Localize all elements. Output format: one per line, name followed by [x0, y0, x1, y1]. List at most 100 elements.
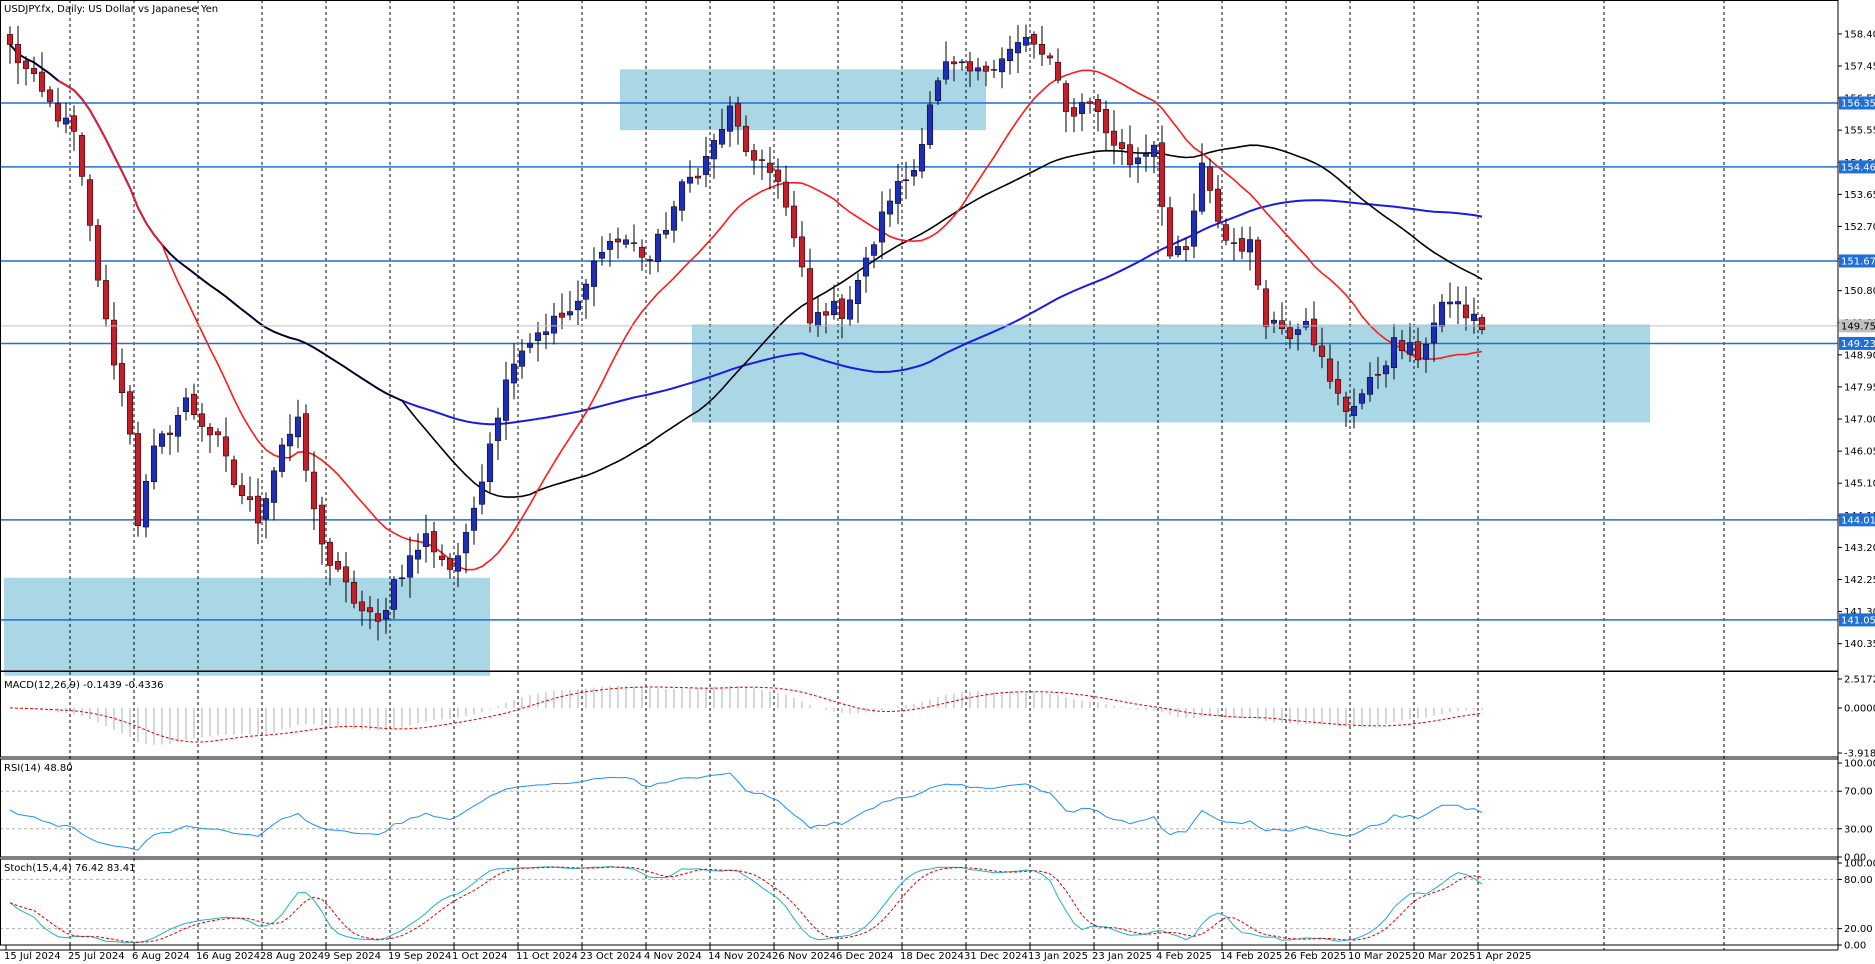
candle-113[interactable]: [910, 159, 918, 186]
candle-6[interactable]: [54, 87, 62, 128]
candle-154[interactable]: [1238, 226, 1246, 260]
candle-87[interactable]: [702, 136, 710, 188]
candle-141[interactable]: [1134, 147, 1142, 183]
candle-176[interactable]: [1414, 327, 1422, 369]
candle-92[interactable]: [742, 115, 750, 157]
candle-36[interactable]: [294, 399, 302, 449]
candle-44[interactable]: [358, 590, 366, 626]
candle-110[interactable]: [886, 188, 894, 227]
candle-35[interactable]: [286, 414, 294, 462]
candle-164[interactable]: [1318, 327, 1326, 369]
candle-62[interactable]: [502, 361, 510, 440]
candle-132[interactable]: [1062, 80, 1070, 133]
candle-79[interactable]: [638, 239, 646, 271]
candle-32[interactable]: [262, 492, 270, 539]
candle-138[interactable]: [1110, 110, 1118, 165]
candle-13[interactable]: [110, 302, 118, 380]
candle-7[interactable]: [62, 102, 70, 134]
candle-34[interactable]: [278, 438, 286, 478]
candle-156[interactable]: [1254, 236, 1262, 290]
candle-78[interactable]: [630, 224, 638, 252]
candle-100[interactable]: [806, 248, 814, 333]
candle-8[interactable]: [70, 105, 78, 151]
candle-123[interactable]: [990, 59, 998, 78]
candle-93[interactable]: [750, 143, 758, 175]
candle-175[interactable]: [1406, 323, 1414, 363]
candle-77[interactable]: [622, 234, 630, 249]
candle-106[interactable]: [854, 272, 862, 323]
candle-151[interactable]: [1214, 175, 1222, 229]
candle-153[interactable]: [1230, 228, 1238, 261]
candle-29[interactable]: [238, 473, 246, 505]
candle-134[interactable]: [1078, 93, 1086, 132]
candle-55[interactable]: [446, 553, 454, 579]
candle-25[interactable]: [206, 423, 214, 454]
candle-30[interactable]: [246, 476, 254, 512]
candle-70[interactable]: [566, 290, 574, 321]
candle-109[interactable]: [878, 191, 886, 260]
candle-33[interactable]: [270, 466, 278, 521]
stoch-pane[interactable]: 100.00 80.00 20.00 0.00 Stoch(15,4,4) 76.42…: [0, 859, 1875, 952]
candle-181[interactable]: [1454, 286, 1462, 325]
candle-5[interactable]: [46, 86, 54, 108]
candle-177[interactable]: [1422, 337, 1430, 374]
candle-166[interactable]: [1334, 361, 1342, 406]
candle-54[interactable]: [438, 544, 446, 567]
candle-155[interactable]: [1246, 226, 1254, 271]
candle-157[interactable]: [1262, 280, 1270, 340]
candle-23[interactable]: [190, 383, 198, 420]
candle-53[interactable]: [430, 522, 438, 569]
candle-88[interactable]: [710, 133, 718, 179]
candle-42[interactable]: [342, 552, 350, 603]
candle-172[interactable]: [1382, 360, 1390, 388]
candle-184[interactable]: [1478, 314, 1486, 335]
candle-84[interactable]: [678, 178, 686, 222]
candle-104[interactable]: [838, 294, 846, 339]
candle-0[interactable]: [6, 26, 14, 64]
candle-85[interactable]: [686, 160, 694, 193]
candle-19[interactable]: [158, 430, 166, 454]
candle-75[interactable]: [606, 233, 614, 267]
candle-76[interactable]: [614, 227, 622, 259]
candle-31[interactable]: [254, 478, 262, 545]
candle-178[interactable]: [1430, 304, 1438, 363]
candle-171[interactable]: [1374, 356, 1382, 389]
candle-66[interactable]: [534, 322, 542, 362]
candle-1[interactable]: [14, 25, 22, 85]
candle-73[interactable]: [590, 247, 598, 307]
candle-80[interactable]: [646, 255, 654, 275]
candle-120[interactable]: [966, 51, 974, 88]
candle-108[interactable]: [870, 241, 878, 269]
candle-83[interactable]: [670, 200, 678, 243]
candle-118[interactable]: [950, 56, 958, 82]
candle-40[interactable]: [326, 537, 334, 586]
candle-174[interactable]: [1398, 330, 1406, 360]
candle-152[interactable]: [1222, 218, 1230, 246]
candle-94[interactable]: [758, 149, 766, 180]
candle-16[interactable]: [134, 421, 142, 537]
candle-96[interactable]: [774, 158, 782, 199]
candle-12[interactable]: [102, 264, 110, 327]
candle-20[interactable]: [166, 425, 174, 455]
candle-47[interactable]: [382, 597, 390, 634]
candle-26[interactable]: [214, 428, 222, 447]
candle-61[interactable]: [494, 407, 502, 460]
candle-103[interactable]: [830, 284, 838, 320]
candle-112[interactable]: [902, 161, 910, 200]
candle-48[interactable]: [390, 576, 398, 619]
candle-183[interactable]: [1470, 297, 1478, 334]
candle-89[interactable]: [718, 108, 726, 148]
candle-119[interactable]: [958, 59, 966, 71]
candle-139[interactable]: [1118, 128, 1126, 165]
candle-11[interactable]: [94, 219, 102, 288]
candle-97[interactable]: [782, 165, 790, 216]
candle-9[interactable]: [78, 132, 86, 186]
candle-168[interactable]: [1350, 388, 1358, 429]
candle-17[interactable]: [142, 474, 150, 538]
candle-163[interactable]: [1310, 301, 1318, 352]
candle-133[interactable]: [1070, 98, 1078, 133]
candle-64[interactable]: [518, 339, 526, 379]
candle-58[interactable]: [470, 496, 478, 545]
candle-71[interactable]: [574, 280, 582, 326]
